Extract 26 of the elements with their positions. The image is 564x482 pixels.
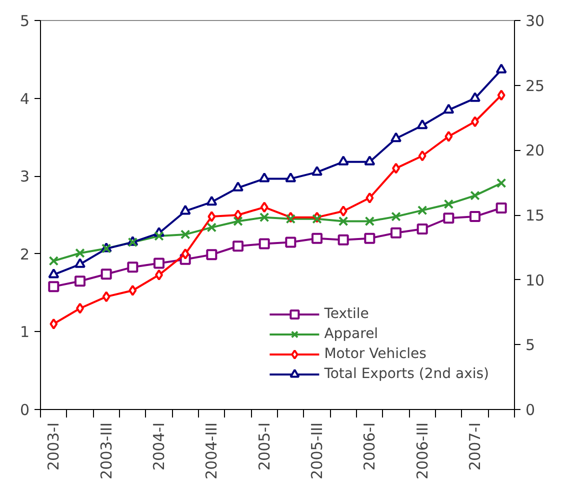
x-tick-label: 2003-III [97,422,116,480]
legend-label: Apparel [324,326,378,342]
y2-tick-label: 0 [526,401,536,419]
y2-tick-label: 15 [526,206,545,224]
y2-tick-label: 25 [526,76,545,95]
y2-tick-label: 5 [526,336,536,354]
x-tick-label: 2005-I [255,422,274,471]
x-tick-label: 2005-III [308,422,326,480]
x-tick-label: 2004-III [202,422,221,480]
y-tick-label: 1 [20,323,30,342]
y2-tick-label: 20 [526,142,545,160]
y-tick-label: 2 [20,245,30,264]
legend-label: Motor Vehicles [324,346,426,362]
x-tick-label: 2007-I [466,422,484,471]
y-tick-label: 3 [20,168,30,186]
y-tick-label: 4 [20,90,30,108]
y2-tick-label: 10 [526,271,545,290]
y2-tick-label: 30 [526,12,545,30]
legend-label: Total Exports (2nd axis) [324,366,489,382]
x-tick-label: 2006-III [413,422,432,480]
legend-label: Textile [324,306,369,322]
y-tick-label: 5 [20,12,30,30]
x-tick-label: 2006-I [360,422,379,471]
x-tick-label: 2004-I [150,422,168,471]
x-tick-label: 2003-I [44,422,63,471]
y-tick-label: 0 [20,401,30,419]
